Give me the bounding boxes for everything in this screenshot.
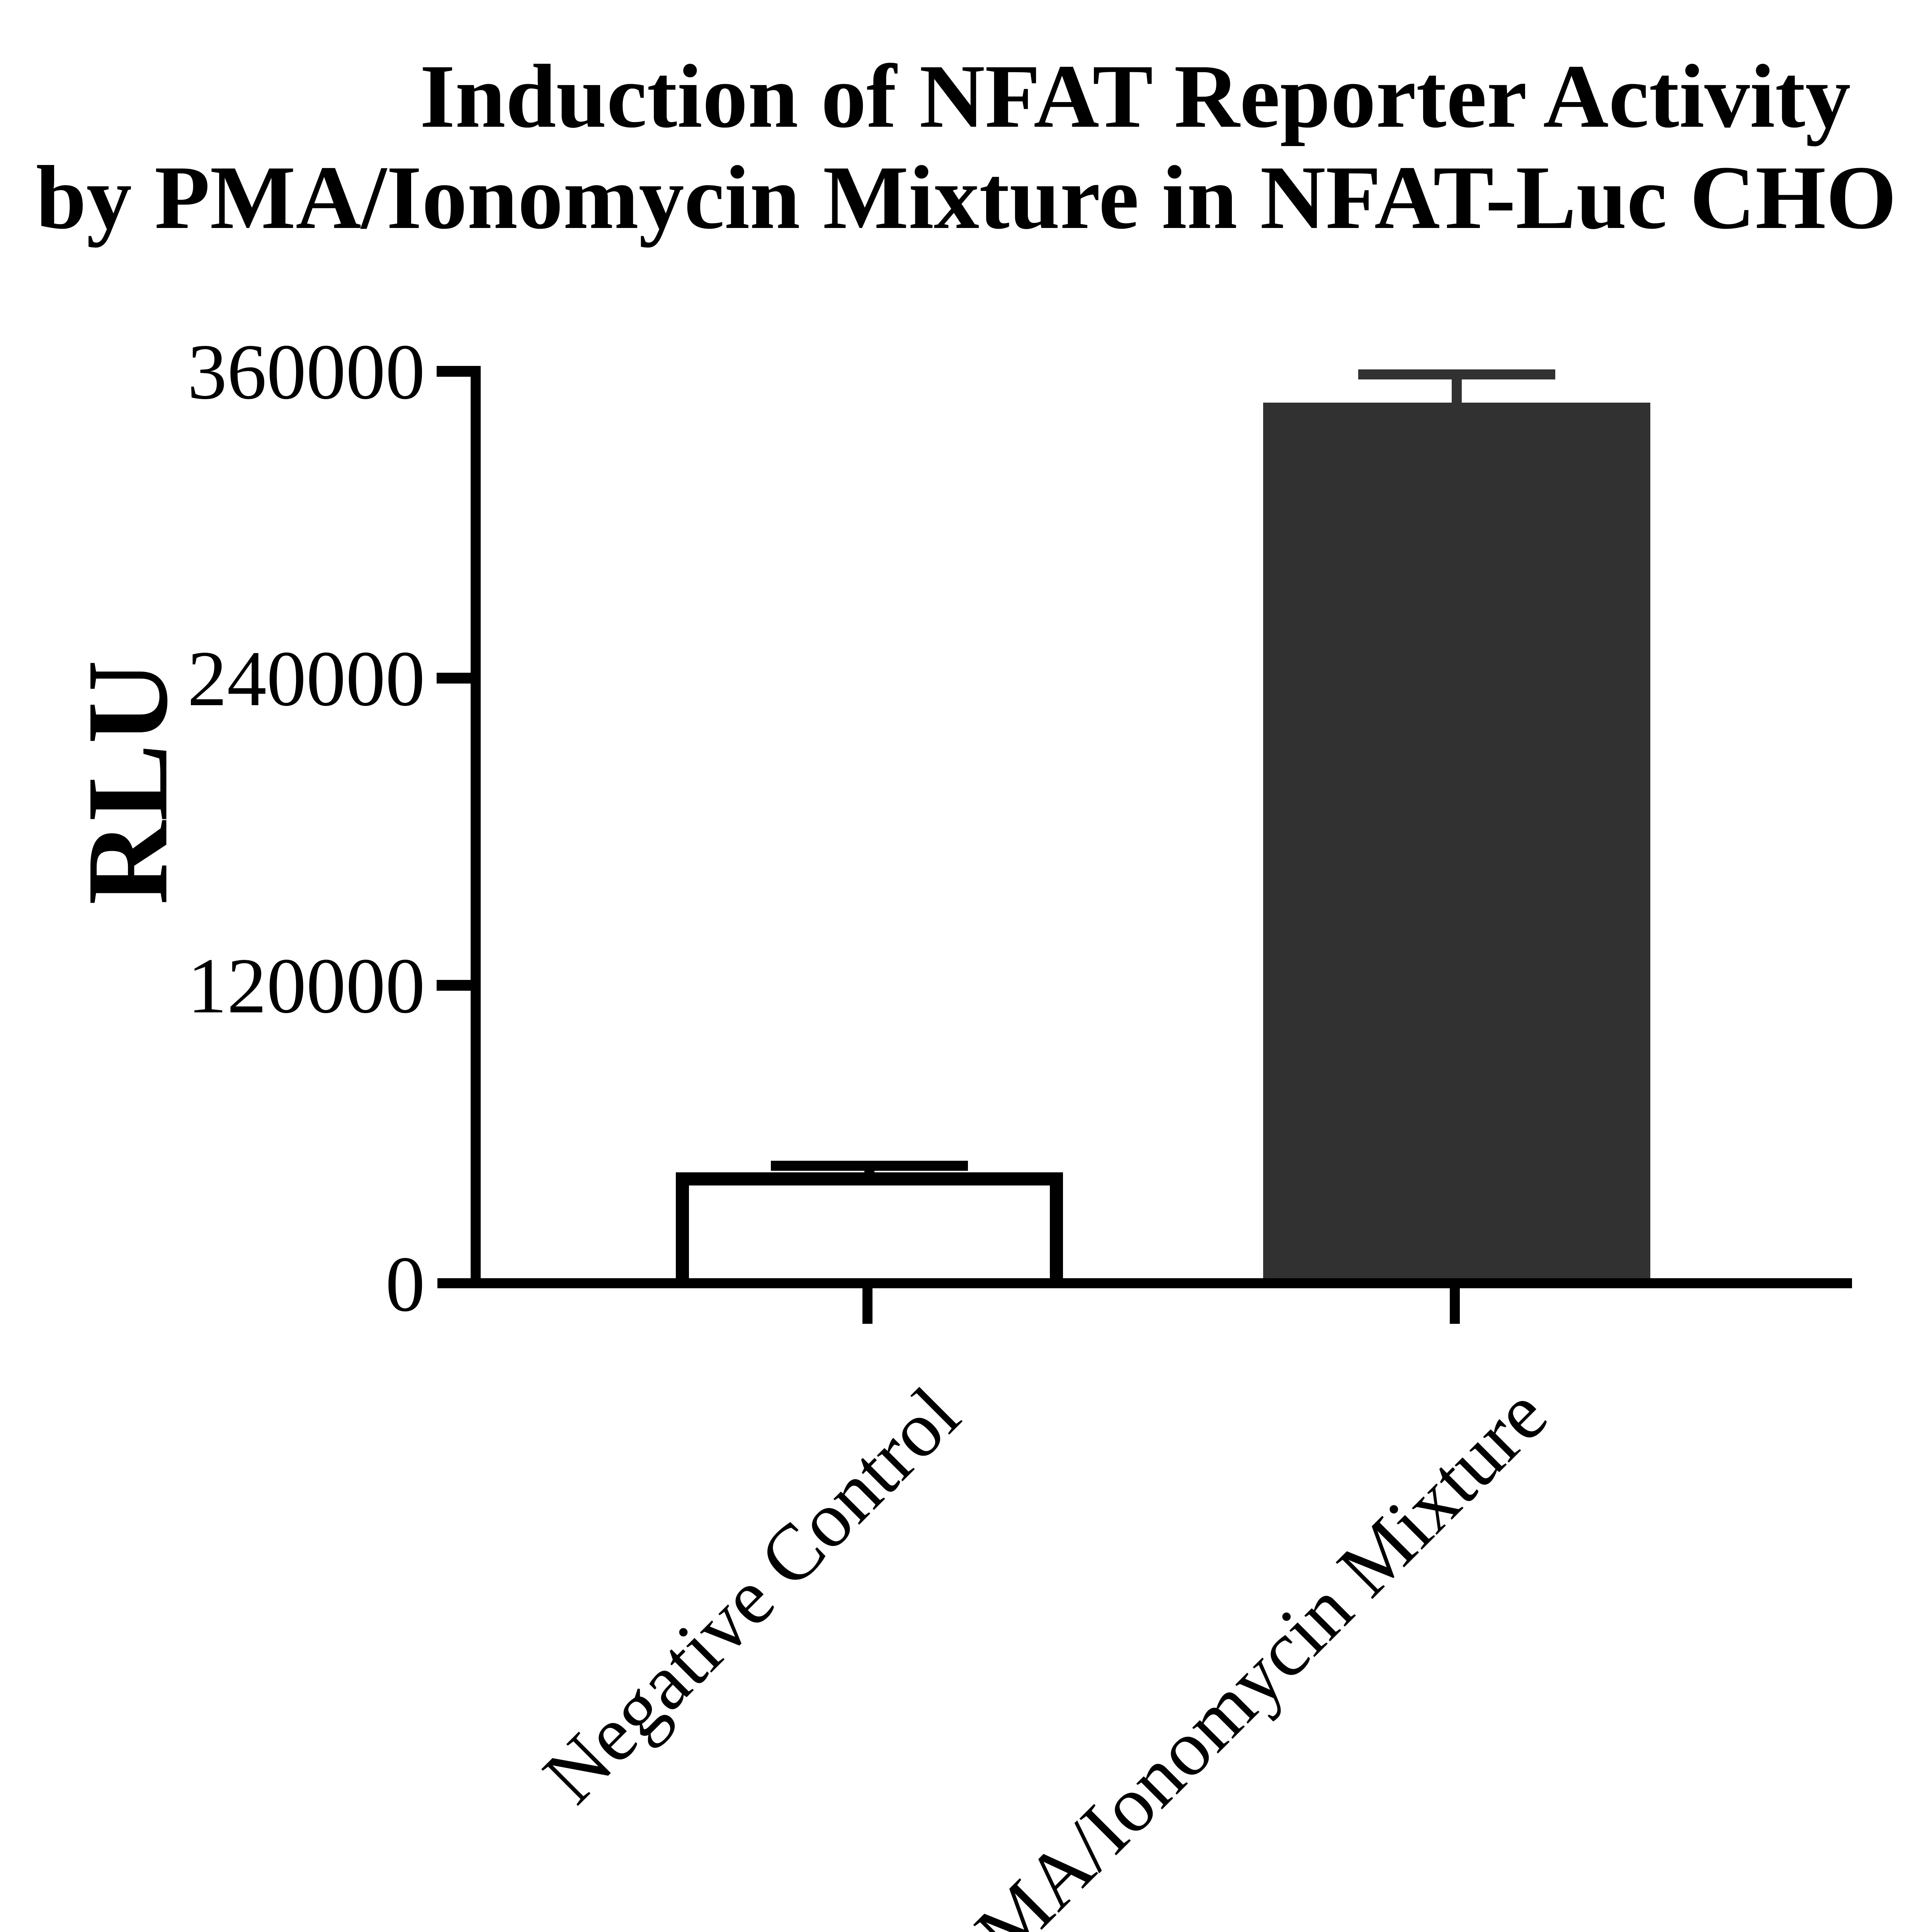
x-category-label-pma-ionomycin: PMA/Ionomycin Mixture	[927, 1370, 1564, 1932]
chart-title: Induction of NFAT Reporter Activity by P…	[0, 46, 1932, 248]
y-tick-label-240000: 240000	[187, 635, 425, 723]
x-tick-negative-control	[862, 1288, 872, 1324]
x-category-label-negative-control: Negative Control	[527, 1370, 976, 1820]
y-tick-120000	[437, 980, 471, 991]
chart-title-line2: by PMA/Ionomycin Mixture in NFAT-Luc CHO…	[36, 147, 1932, 248]
y-tick-360000	[437, 366, 471, 377]
y-tick-label-120000: 120000	[187, 942, 425, 1030]
error-cap-pma-ionomycin	[1358, 369, 1555, 379]
y-tick-label-0: 0	[385, 1240, 425, 1328]
error-cap-negative-control	[771, 1161, 968, 1171]
bar-pma-ionomycin	[1263, 403, 1650, 1278]
chart-title-line1: Induction of NFAT Reporter Activity	[420, 46, 1851, 146]
x-axis-line	[437, 1278, 1852, 1288]
x-tick-pma-ionomycin	[1450, 1288, 1460, 1324]
bar-negative-control	[676, 1172, 1063, 1278]
y-tick-label-360000: 360000	[187, 328, 425, 416]
y-tick-240000	[437, 673, 471, 684]
y-axis-line	[471, 366, 481, 1288]
